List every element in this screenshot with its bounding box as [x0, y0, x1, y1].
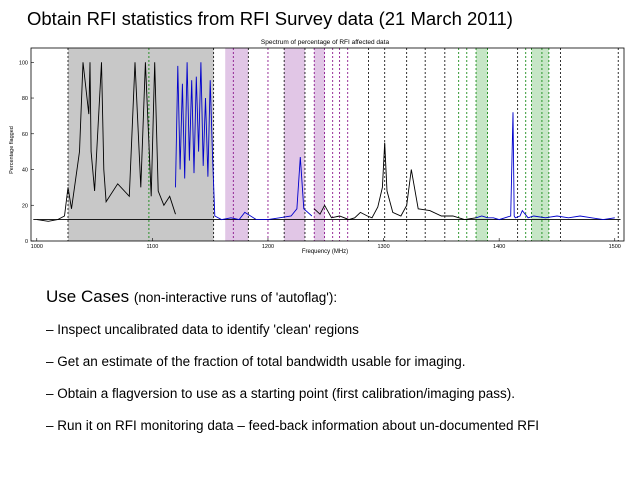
chart-series-4	[475, 112, 615, 221]
x-tick-label-6: 1500	[609, 244, 621, 250]
slide-title: Obtain RFI statistics from RFI Survey da…	[27, 8, 513, 29]
y-tick-label-5: 80	[22, 96, 28, 102]
use-cases-title: Use Cases	[46, 287, 130, 306]
chart-band-green-5	[476, 48, 488, 241]
use-cases-subtitle: (non-interactive runs of 'autoflag'):	[133, 290, 338, 305]
rfi-spectrum-chart: 1000 1100 1200 1300 1400 1500 0 20 40 60 80 100 Spe…	[0, 34, 640, 256]
bullet-item-2: – Get an estimate of the fraction of tot…	[46, 354, 466, 369]
use-cases: Use Cases (non-interactive runs of 'auto…	[46, 286, 636, 449]
chart-frame	[30, 47, 625, 242]
chart-series-1	[36, 62, 176, 222]
chart-ylabel: Percentage flagged	[9, 126, 15, 174]
x-tick-label-2: 1100	[146, 244, 158, 250]
use-cases-heading: Use Cases (non-interactive runs of 'auto…	[46, 286, 636, 309]
y-tick-label-1: 0	[25, 239, 28, 245]
chart-xlabel: Frequency (MHz)	[302, 249, 348, 255]
chart-series-3	[313, 142, 477, 221]
x-tick-label-1: 1000	[31, 244, 43, 250]
y-tick-label-6: 100	[19, 60, 28, 66]
x-tick-label-5: 1400	[493, 244, 505, 250]
chart-band-green-6	[531, 48, 549, 241]
bullet-item-4: – Run it on RFI monitoring data – feed-b…	[46, 418, 540, 433]
chart-series-2	[175, 62, 313, 221]
x-tick-label-4: 1300	[377, 244, 389, 250]
x-tick-label-3: 1200	[262, 244, 274, 250]
y-tick-label-2: 20	[22, 203, 28, 209]
chart-band-purple-2	[225, 48, 249, 241]
y-tick-label-4: 60	[22, 132, 28, 138]
chart-plot-area: 1000 1100 1200 1300 1400 1500 0 20 40 60 80 100	[19, 47, 625, 250]
chart-title: Spectrum of percentage of RFI affected d…	[261, 39, 390, 46]
chart-band-purple-3	[284, 48, 305, 241]
y-tick-label-3: 40	[22, 168, 28, 174]
bullet-item-1: – Inspect uncalibrated data to identify …	[46, 322, 359, 337]
bullet-item-3: – Obtain a flagversion to use as a start…	[46, 386, 515, 401]
chart-band-purple-4	[314, 48, 325, 241]
